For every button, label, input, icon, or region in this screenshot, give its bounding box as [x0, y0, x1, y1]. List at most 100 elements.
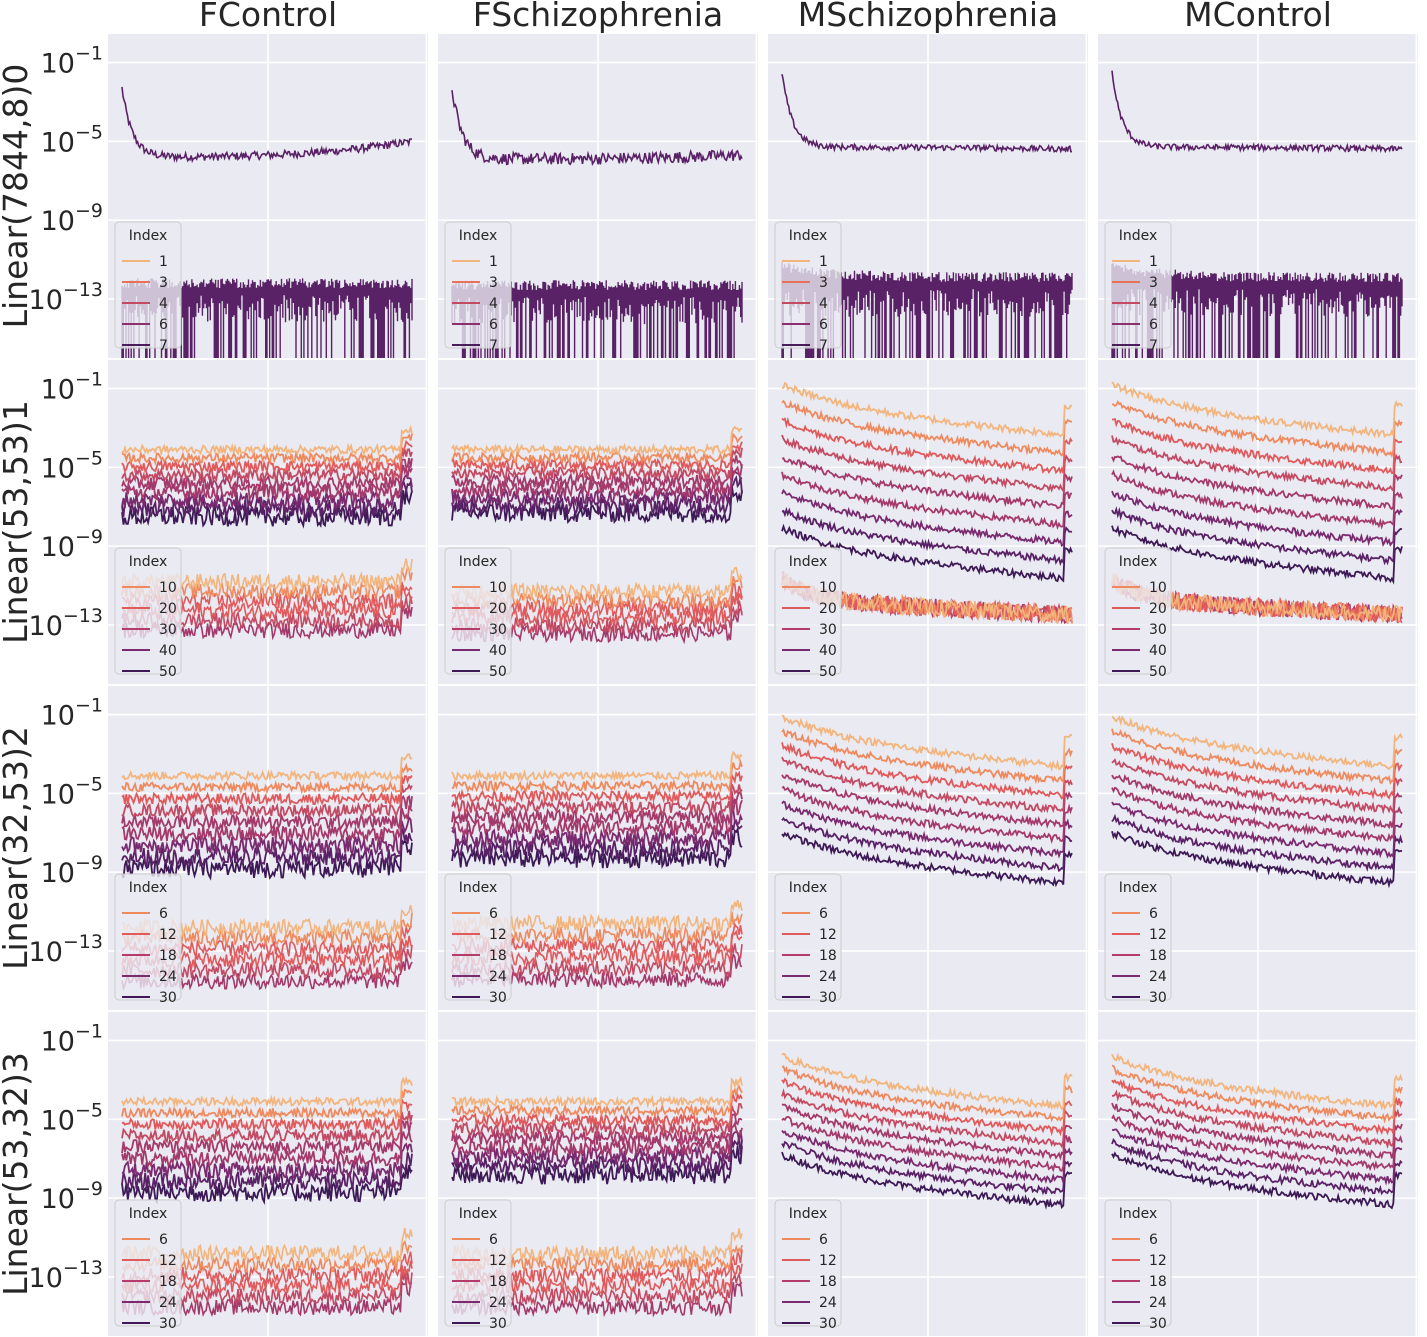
series-line — [451, 441, 743, 475]
series-line — [781, 1115, 1073, 1173]
legend-label: 6 — [819, 906, 828, 922]
series-line — [121, 433, 413, 467]
legend-label: 12 — [159, 1253, 177, 1269]
panel-3-2: Index 6 12 18 24 30 — [768, 1012, 1088, 1336]
legend-frame — [774, 873, 842, 1001]
series-line — [1111, 1128, 1403, 1186]
legend-title: Index — [129, 1206, 168, 1222]
series-line — [121, 1075, 413, 1109]
legend-label: 30 — [159, 622, 177, 638]
panel-3-1: Index 6 12 18 24 30 — [438, 1012, 758, 1336]
legend-label: 20 — [159, 601, 177, 617]
legend-label: 18 — [819, 948, 837, 964]
series-line — [781, 74, 1073, 154]
legend-label: 6 — [159, 906, 168, 922]
legend-title: Index — [1119, 554, 1158, 570]
legend-label: 20 — [489, 601, 507, 617]
panel-2-1: Index 6 12 18 24 30 — [438, 686, 758, 1010]
series-line — [781, 800, 1073, 859]
series-line — [451, 1145, 743, 1185]
series-group — [781, 1052, 1073, 1210]
panel-1-3: Index 10 20 30 40 50 — [1098, 360, 1418, 684]
series-line — [1111, 715, 1403, 771]
legend-label: 30 — [1149, 622, 1167, 638]
series-line — [451, 750, 743, 783]
series-line — [121, 775, 413, 807]
series-line — [451, 783, 743, 816]
column-title: FSchizophrenia — [473, 0, 723, 34]
panel-2-3: Index 6 12 18 24 30 — [1098, 686, 1418, 1010]
legend-label: 24 — [159, 1295, 177, 1311]
legend-label: 6 — [1149, 1232, 1158, 1248]
legend-label: 18 — [1149, 948, 1167, 964]
y-tick-label: 10−9 — [41, 852, 103, 889]
legend-title: Index — [1119, 880, 1158, 896]
series-line — [1111, 455, 1403, 511]
legend-label: 6 — [819, 1232, 828, 1248]
legend-frame — [444, 1199, 512, 1327]
row-title: Linear(32,53)2 — [0, 726, 35, 970]
legend-frame — [1104, 873, 1172, 1001]
legend-label: 10 — [819, 580, 837, 596]
legend-label: 40 — [159, 643, 177, 659]
legend-label: 18 — [159, 1274, 177, 1290]
panel-1-2: Index 10 20 30 40 50 — [768, 360, 1088, 684]
series-line — [781, 756, 1073, 814]
series-line — [1111, 1138, 1403, 1196]
series-group — [1111, 1052, 1403, 1210]
series-line — [1111, 469, 1403, 530]
series-line — [451, 1084, 743, 1119]
series-line — [121, 1164, 413, 1205]
panel-1-1: Index 10 20 30 40 50 — [438, 360, 758, 684]
series-line — [1111, 1064, 1403, 1124]
legend-label: 30 — [489, 990, 507, 1006]
series-line — [1111, 1114, 1403, 1172]
series-line — [1111, 786, 1403, 843]
legend: Index 10 20 30 40 50 — [114, 547, 182, 680]
series-line — [781, 728, 1073, 785]
y-tick-label: 10−1 — [41, 369, 103, 406]
series-line — [781, 742, 1073, 800]
legend-frame — [774, 547, 842, 675]
panel-0-2: Index 1 3 4 6 7 — [768, 34, 1088, 358]
legend: Index 6 12 18 24 30 — [444, 1199, 512, 1332]
series-line — [451, 475, 743, 517]
panel-0-0: Index 1 3 4 6 7 — [108, 34, 428, 358]
series-line — [1111, 1052, 1403, 1111]
legend-label: 1 — [489, 254, 498, 270]
legend: Index 1 3 4 6 7 — [114, 221, 182, 354]
column-title: FControl — [199, 0, 337, 34]
legend-frame — [114, 1199, 182, 1327]
series-line — [121, 86, 413, 164]
series-line — [781, 471, 1072, 530]
series-group — [1111, 715, 1403, 889]
legend: Index 10 20 30 40 50 — [444, 547, 512, 680]
legend-label: 20 — [1149, 601, 1167, 617]
series-line — [451, 1092, 743, 1129]
legend-label: 30 — [1149, 990, 1167, 1006]
y-tick-label: 10−13 — [29, 1257, 103, 1294]
legend-label: 18 — [489, 948, 507, 964]
series-line — [121, 838, 413, 881]
legend-label: 6 — [1149, 317, 1158, 333]
y-tick-label: 10−9 — [41, 1178, 103, 1215]
legend-label: 50 — [489, 664, 507, 680]
legend-label: 30 — [819, 622, 837, 638]
legend-label: 1 — [1149, 254, 1158, 270]
y-tick-label: 10−13 — [29, 279, 103, 316]
legend-label: 10 — [1149, 580, 1167, 596]
series-line — [781, 1140, 1073, 1196]
legend: Index 1 3 4 6 7 — [774, 221, 842, 354]
series-line — [1111, 801, 1403, 860]
series-line — [781, 1052, 1073, 1111]
legend-frame — [444, 873, 512, 1001]
legend-label: 30 — [159, 990, 177, 1006]
legend-label: 20 — [819, 601, 837, 617]
legend-label: 7 — [1149, 338, 1158, 354]
series-line — [121, 762, 413, 795]
series-line — [1111, 1151, 1403, 1210]
legend-label: 50 — [819, 664, 837, 680]
y-tick-label: 10−5 — [41, 1099, 103, 1136]
legend-label: 30 — [819, 1316, 837, 1332]
legend-label: 18 — [819, 1274, 837, 1290]
